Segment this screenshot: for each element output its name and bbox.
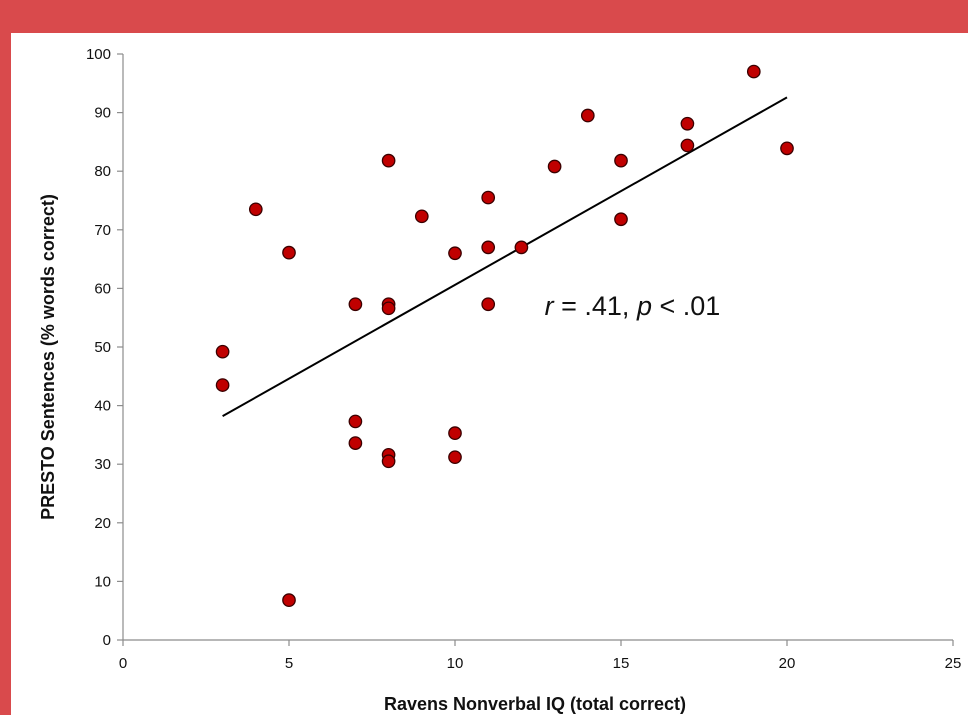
y-tick-label: 0 [103,632,111,649]
y-tick-label: 40 [94,398,111,415]
data-point [348,436,363,450]
y-tick-label: 80 [94,163,111,180]
x-tick-label: 20 [779,655,796,672]
data-point [481,240,496,255]
data-point [215,344,230,359]
x-tick-label: 15 [613,655,630,672]
annotation-r-value: = .41, [554,291,637,321]
data-point [381,301,396,316]
x-tick-label: 0 [119,655,127,672]
data-point [580,108,595,123]
data-point [481,297,496,312]
data-point [381,454,396,469]
data-point [514,240,529,255]
annotation-p-value: < .01 [652,291,720,321]
data-point [614,212,628,227]
y-tick-label: 90 [94,105,111,122]
y-tick-label: 100 [86,46,111,63]
y-tick-label: 20 [94,515,111,532]
data-point [282,593,296,608]
y-axis-title: PRESTO Sentences (% words correct) [38,194,58,520]
data-point [215,378,230,392]
data-point [780,141,794,156]
y-tick-label: 30 [94,456,111,473]
data-point [481,190,496,205]
annotation-r-label: r [545,291,555,321]
x-tick-label: 5 [285,655,293,672]
data-point [614,153,628,168]
x-axis-title: Ravens Nonverbal IQ (total correct) [384,694,686,714]
x-tick-label: 25 [945,655,962,672]
content-panel [11,33,968,715]
tick-labels: 0 10 20 30 40 50 60 70 80 90 100 0 5 10 15 20 25 [86,46,961,672]
y-tick-label: 50 [94,339,111,356]
x-tick-label: 10 [447,655,464,672]
data-point [348,414,363,429]
data-point [448,246,462,261]
data-point [746,64,761,79]
data-points [215,64,794,608]
data-point [448,450,462,465]
annotation-p-label: p [636,291,652,321]
y-tick-label: 70 [94,222,111,239]
data-point [547,159,562,174]
trendline [222,96,788,418]
data-point [248,202,263,217]
data-point [448,426,462,440]
y-tick-label: 60 [94,280,111,297]
data-point [348,297,363,312]
axes [117,53,954,646]
correlation-annotation: r = .41, p < .01 [545,291,721,321]
trendline-group [222,96,788,418]
data-point [282,245,296,260]
data-point [381,153,396,168]
data-point [680,116,695,131]
data-point [680,138,695,153]
data-point [414,209,429,224]
y-tick-label: 10 [94,573,111,590]
